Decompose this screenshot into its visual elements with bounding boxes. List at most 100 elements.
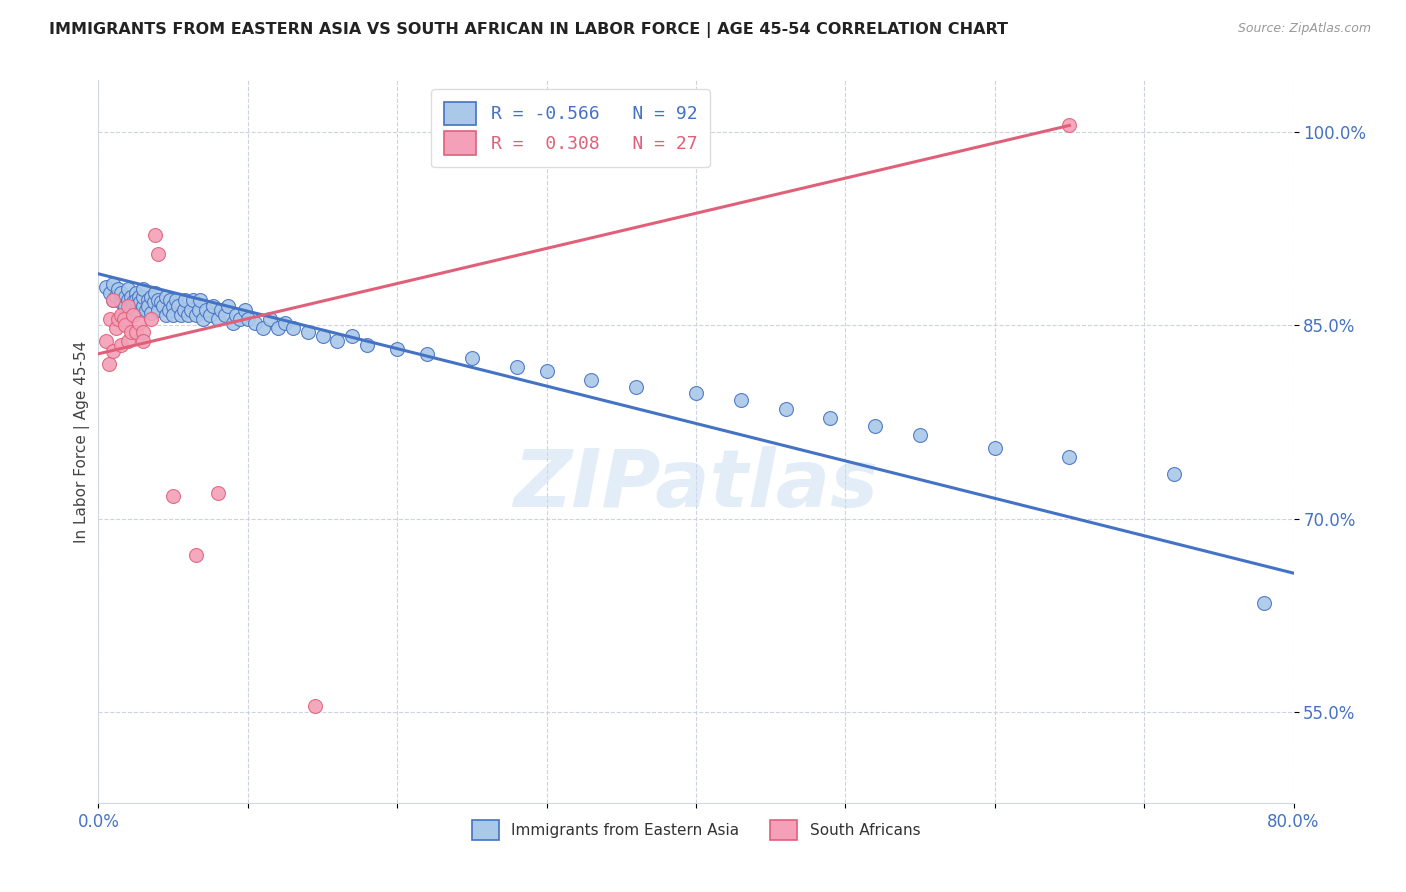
Point (155, 290, 177, 304)
Legend: Immigrants from Eastern Asia, South Africans: Immigrants from Eastern Asia, South Afri… (465, 814, 927, 846)
Point (169, 308, 191, 322)
Point (506, 359, 529, 374)
Point (135, 302, 157, 317)
Point (1163, 467, 1185, 481)
Point (120, 290, 142, 304)
Point (165, 293, 187, 307)
Point (125, 293, 148, 307)
Point (110, 286, 132, 301)
Point (103, 344, 125, 359)
Point (121, 308, 143, 322)
Point (132, 282, 155, 296)
Point (326, 334, 349, 348)
Point (139, 305, 162, 319)
Point (132, 299, 155, 313)
Point (233, 302, 256, 317)
Point (267, 321, 290, 335)
Point (730, 393, 752, 408)
Point (416, 347, 439, 361)
Point (461, 351, 484, 365)
Point (159, 293, 181, 307)
Point (536, 363, 558, 377)
Point (94, 279, 117, 293)
Point (143, 228, 166, 243)
Point (107, 312, 129, 326)
Point (117, 299, 139, 313)
Point (110, 308, 132, 322)
Point (225, 308, 247, 322)
Point (114, 299, 136, 313)
Point (98, 312, 122, 326)
Point (209, 302, 232, 317)
Point (162, 308, 184, 322)
Point (177, 308, 200, 322)
Point (117, 293, 139, 307)
Text: ZIPatlas: ZIPatlas (513, 446, 879, 524)
Point (136, 293, 159, 307)
Point (222, 316, 245, 330)
Point (103, 293, 125, 307)
Point (132, 325, 155, 339)
Point (103, 293, 125, 307)
Point (132, 334, 155, 348)
Point (342, 328, 364, 343)
Point (181, 293, 204, 307)
Point (180, 302, 202, 317)
Point (155, 308, 177, 322)
Point (191, 312, 214, 326)
Point (229, 312, 252, 326)
Point (125, 325, 148, 339)
Point (1059, 119, 1081, 133)
Point (117, 334, 139, 348)
Point (304, 699, 326, 714)
Point (117, 282, 139, 296)
Point (162, 489, 184, 503)
Point (217, 299, 239, 313)
Point (105, 321, 128, 335)
Point (1059, 450, 1081, 464)
Point (984, 441, 1007, 455)
Point (236, 312, 259, 326)
Point (132, 290, 155, 304)
Point (98, 286, 122, 301)
Point (202, 299, 225, 313)
Point (152, 299, 174, 313)
Point (195, 302, 218, 317)
Point (297, 325, 319, 339)
Point (150, 295, 173, 310)
Point (166, 299, 188, 313)
Point (184, 308, 207, 322)
Point (259, 312, 281, 326)
Point (148, 293, 170, 307)
Point (581, 373, 603, 387)
Point (184, 548, 207, 562)
Point (120, 299, 142, 313)
Point (121, 295, 143, 310)
Point (311, 328, 333, 343)
Point (214, 308, 236, 322)
Point (281, 321, 304, 335)
Point (110, 295, 132, 310)
Point (136, 299, 159, 313)
Point (148, 302, 170, 317)
Point (107, 282, 129, 296)
Point (114, 290, 136, 304)
Point (207, 312, 229, 326)
Point (188, 293, 211, 307)
Point (128, 290, 150, 304)
Point (157, 302, 180, 317)
Point (129, 295, 152, 310)
Point (110, 338, 132, 352)
Point (775, 402, 797, 417)
Point (200, 308, 222, 322)
Y-axis label: In Labor Force | Age 45-54: In Labor Force | Age 45-54 (75, 341, 90, 542)
Point (187, 302, 209, 317)
Point (105, 289, 128, 303)
Text: IMMIGRANTS FROM EASTERN ASIA VS SOUTH AFRICAN IN LABOR FORCE | AGE 45-54 CORRELA: IMMIGRANTS FROM EASTERN ASIA VS SOUTH AF… (49, 22, 1008, 38)
Point (685, 385, 707, 400)
Point (142, 295, 165, 310)
Point (162, 299, 184, 313)
Point (865, 419, 887, 434)
Point (94, 334, 117, 348)
Point (125, 302, 148, 317)
